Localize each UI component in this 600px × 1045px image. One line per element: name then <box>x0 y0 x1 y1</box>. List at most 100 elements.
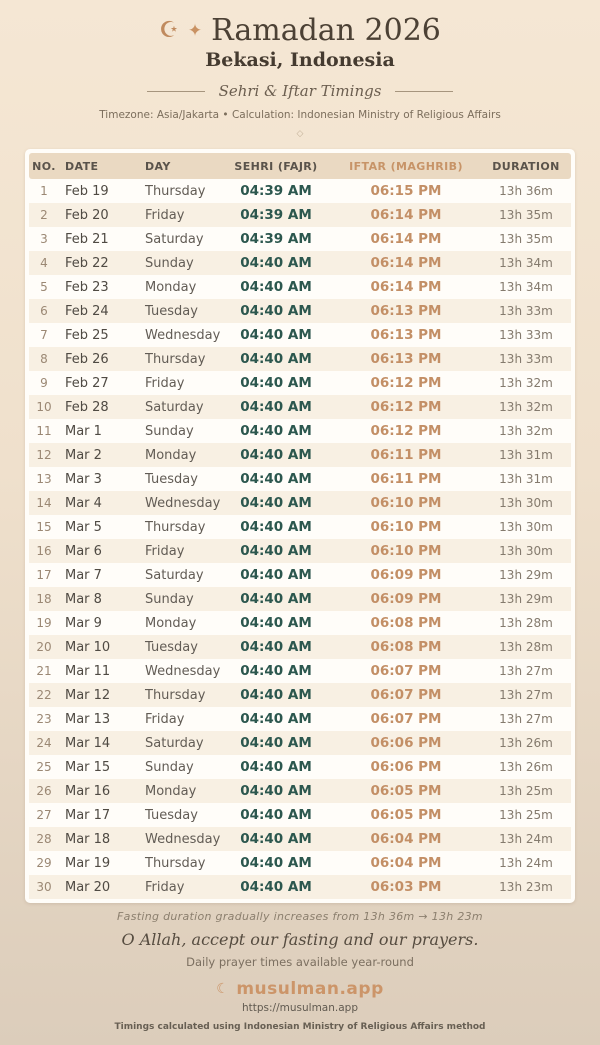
row-number: 21 <box>36 664 52 678</box>
brand-url: https://musulman.app <box>242 1002 358 1014</box>
table-row: 29 Mar 19 Thursday 04:40 AM 06:04 PM 13h… <box>29 851 571 875</box>
row-sehri-time: 04:40 AM <box>240 471 312 487</box>
row-iftar-time: 06:08 PM <box>370 639 442 655</box>
row-iftar-time: 06:06 PM <box>370 759 442 775</box>
row-iftar-time: 06:13 PM <box>370 303 442 319</box>
table-row: 13 Mar 3 Tuesday 04:40 AM 06:11 PM 13h 3… <box>29 467 571 491</box>
table-row: 2 Feb 20 Friday 04:39 AM 06:14 PM 13h 35… <box>29 203 571 227</box>
row-iftar-time: 06:07 PM <box>370 687 442 703</box>
row-sehri-time: 04:40 AM <box>240 855 312 871</box>
row-duration: 13h 34m <box>499 256 553 270</box>
row-sehri-time: 04:40 AM <box>240 879 312 895</box>
row-number: 16 <box>36 544 52 558</box>
row-number: 12 <box>36 448 52 462</box>
row-duration: 13h 32m <box>499 424 553 438</box>
table-row: 30 Mar 20 Friday 04:40 AM 06:03 PM 13h 2… <box>29 875 571 899</box>
row-number: 17 <box>36 568 52 582</box>
location-title: Bekasi, Indonesia <box>205 49 395 71</box>
row-duration: 13h 25m <box>499 784 553 798</box>
row-iftar-time: 06:14 PM <box>370 231 442 247</box>
row-number: 14 <box>36 496 52 510</box>
table-row: 6 Feb 24 Tuesday 04:40 AM 06:13 PM 13h 3… <box>29 299 571 323</box>
row-duration: 13h 36m <box>499 184 553 198</box>
row-iftar-time: 06:10 PM <box>370 495 442 511</box>
row-day: Thursday <box>145 183 206 199</box>
row-date: Feb 26 <box>65 351 109 367</box>
row-duration: 13h 31m <box>499 448 553 462</box>
diamond-ornament-icon: ◇ <box>296 129 304 139</box>
table-row: 8 Feb 26 Thursday 04:40 AM 06:13 PM 13h … <box>29 347 571 371</box>
row-duration: 13h 33m <box>499 304 553 318</box>
row-date: Feb 20 <box>65 207 109 223</box>
row-day: Monday <box>145 615 197 631</box>
row-iftar-time: 06:05 PM <box>370 783 442 799</box>
row-day: Thursday <box>145 687 206 703</box>
row-day: Monday <box>145 783 197 799</box>
row-iftar-time: 06:13 PM <box>370 351 442 367</box>
row-iftar-time: 06:04 PM <box>370 855 442 871</box>
column-header-sehri: SEHRI (FAJR) <box>234 159 318 173</box>
row-duration: 13h 28m <box>499 640 553 654</box>
row-sehri-time: 04:40 AM <box>240 687 312 703</box>
table-row: 3 Feb 21 Saturday 04:39 AM 06:14 PM 13h … <box>29 227 571 251</box>
row-number: 23 <box>36 712 52 726</box>
row-iftar-time: 06:15 PM <box>370 183 442 199</box>
row-iftar-time: 06:11 PM <box>370 447 442 463</box>
calculation-method-note: Timings calculated using Indonesian Mini… <box>114 1022 486 1032</box>
row-day: Sunday <box>145 591 194 607</box>
row-iftar-time: 06:11 PM <box>370 471 442 487</box>
row-duration: 13h 29m <box>499 568 553 582</box>
row-sehri-time: 04:40 AM <box>240 831 312 847</box>
table-row: 10 Feb 28 Saturday 04:40 AM 06:12 PM 13h… <box>29 395 571 419</box>
row-day: Saturday <box>145 567 204 583</box>
row-sehri-time: 04:40 AM <box>240 495 312 511</box>
table-row: 1 Feb 19 Thursday 04:39 AM 06:15 PM 13h … <box>29 179 571 203</box>
row-duration: 13h 31m <box>499 472 553 486</box>
table-row: 24 Mar 14 Saturday 04:40 AM 06:06 PM 13h… <box>29 731 571 755</box>
row-date: Mar 10 <box>65 639 111 655</box>
column-header-iftar: IFTAR (MAGHRIB) <box>349 159 463 173</box>
row-sehri-time: 04:40 AM <box>240 279 312 295</box>
row-date: Mar 11 <box>65 663 111 679</box>
row-day: Saturday <box>145 735 204 751</box>
row-day: Tuesday <box>145 807 198 823</box>
row-sehri-time: 04:40 AM <box>240 351 312 367</box>
row-iftar-time: 06:09 PM <box>370 591 442 607</box>
row-day: Tuesday <box>145 639 198 655</box>
row-date: Mar 18 <box>65 831 111 847</box>
row-day: Sunday <box>145 759 194 775</box>
row-iftar-time: 06:09 PM <box>370 567 442 583</box>
row-number: 8 <box>40 352 48 366</box>
row-duration: 13h 32m <box>499 400 553 414</box>
row-day: Sunday <box>145 255 194 271</box>
row-number: 4 <box>40 256 48 270</box>
row-duration: 13h 23m <box>499 880 553 894</box>
table-row: 9 Feb 27 Friday 04:40 AM 06:12 PM 13h 32… <box>29 371 571 395</box>
row-sehri-time: 04:40 AM <box>240 399 312 415</box>
row-sehri-time: 04:40 AM <box>240 303 312 319</box>
row-iftar-time: 06:07 PM <box>370 663 442 679</box>
row-duration: 13h 27m <box>499 664 553 678</box>
row-sehri-time: 04:39 AM <box>240 207 312 223</box>
table-row: 5 Feb 23 Monday 04:40 AM 06:14 PM 13h 34… <box>29 275 571 299</box>
brand-line: ☾ musulman.app <box>0 979 600 999</box>
crescent-icon: ☾ <box>216 981 230 997</box>
row-date: Mar 15 <box>65 759 111 775</box>
row-date: Mar 7 <box>65 567 102 583</box>
row-number: 27 <box>36 808 52 822</box>
row-duration: 13h 27m <box>499 712 553 726</box>
row-date: Mar 12 <box>65 687 111 703</box>
row-number: 30 <box>36 880 52 894</box>
row-sehri-time: 04:39 AM <box>240 183 312 199</box>
row-iftar-time: 06:14 PM <box>370 255 442 271</box>
row-duration: 13h 35m <box>499 208 553 222</box>
table-row: 28 Mar 18 Wednesday 04:40 AM 06:04 PM 13… <box>29 827 571 851</box>
row-duration: 13h 35m <box>499 232 553 246</box>
row-sehri-time: 04:40 AM <box>240 543 312 559</box>
table-row: 7 Feb 25 Wednesday 04:40 AM 06:13 PM 13h… <box>29 323 571 347</box>
row-number: 22 <box>36 688 52 702</box>
divider-line-left <box>146 90 205 92</box>
row-number: 11 <box>36 424 52 438</box>
row-day: Friday <box>145 711 185 727</box>
row-sehri-time: 04:40 AM <box>240 759 312 775</box>
